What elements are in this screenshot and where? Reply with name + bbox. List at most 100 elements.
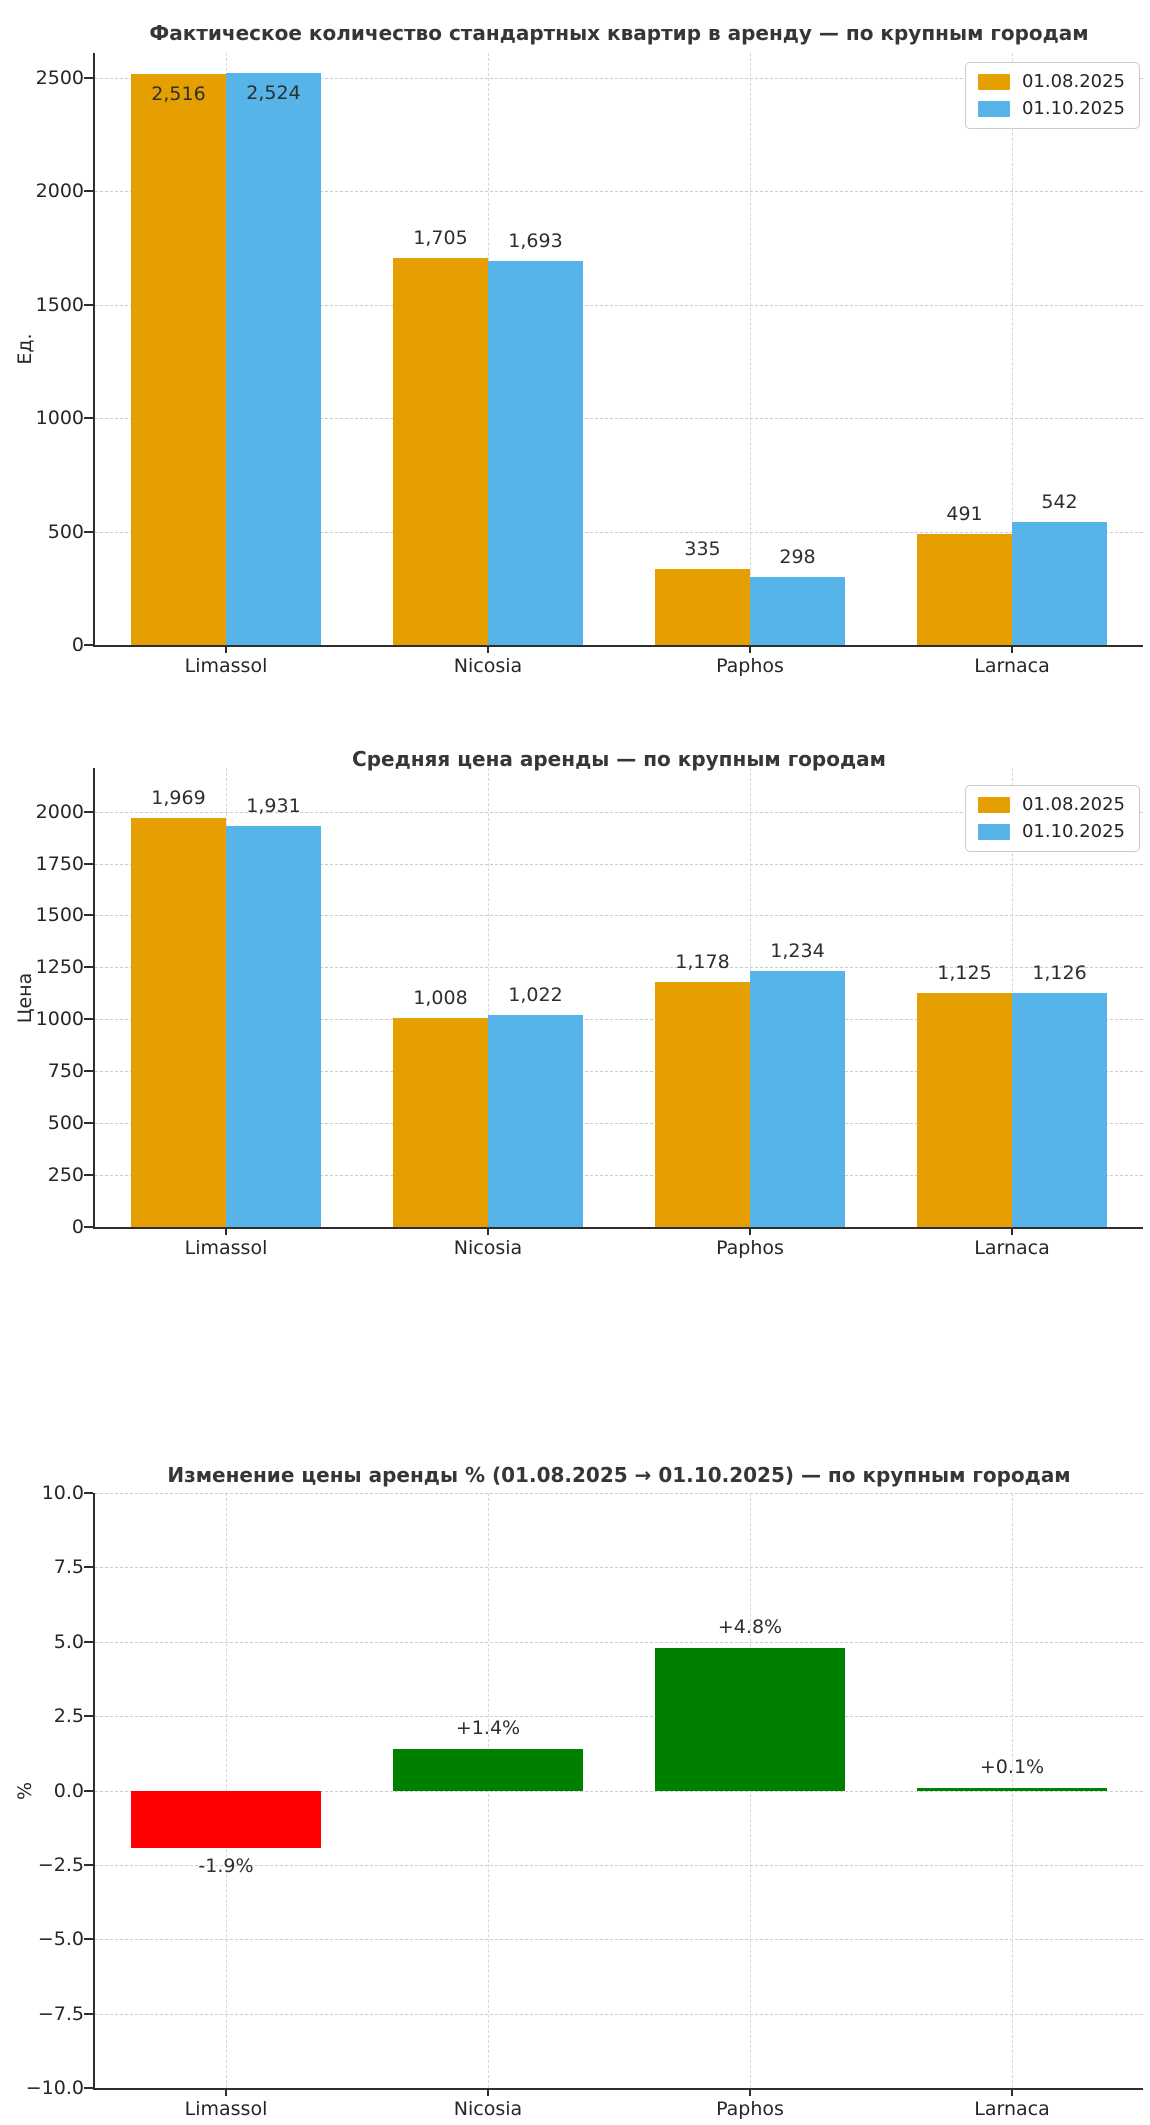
y-tick-mark [84, 303, 93, 306]
x-tick-label: Larnaca [974, 1237, 1050, 1259]
legend-swatch [977, 797, 1010, 813]
gridline-y [95, 811, 1143, 813]
bar-value-label: +4.8% [717, 1615, 783, 1638]
bar-nicosia-aug [393, 258, 488, 645]
x-tick-label: Paphos [716, 2098, 784, 2120]
bar-value-label: 298 [779, 546, 816, 568]
bar-paphos-oct [750, 971, 845, 1227]
x-tick-label: Limassol [184, 1237, 268, 1259]
bar-value-label: 1,126 [1032, 962, 1087, 984]
bar-larnaca-aug [917, 993, 1012, 1227]
gridline-y [95, 1175, 1143, 1177]
y-tick-label: −2.5 [37, 1853, 84, 1876]
y-tick-label: 1250 [35, 956, 84, 979]
y-axis-spine [93, 768, 95, 1229]
bar-value-label: 1,008 [413, 987, 468, 1009]
y-tick-mark [84, 966, 93, 969]
y-tick-mark [84, 1863, 93, 1866]
x-tick-label: Larnaca [974, 655, 1050, 677]
y-tick-label: 0 [71, 634, 84, 656]
gridline-y [95, 77, 1143, 79]
bar-value-label: 1,125 [937, 962, 992, 984]
bar-paphos-change [655, 1647, 845, 1791]
x-tick-mark [749, 1227, 751, 1235]
y-tick-mark [84, 810, 93, 813]
bar-value-label: 1,931 [246, 795, 301, 817]
y-axis-label: Ед. [14, 333, 36, 365]
bar-value-label: 1,693 [508, 230, 563, 252]
plot-area-units: 0 500 1000 1500 2000 2500 Limassol Nicosia Papho… [14, 53, 1143, 677]
y-axis-label: % [14, 1781, 36, 1800]
gridline-y [95, 1716, 1143, 1718]
legend-item: 01.08.2025 [977, 794, 1125, 815]
y-tick-label: 7.5 [53, 1556, 84, 1579]
gridline-y [95, 1864, 1143, 1866]
bar-value-label: 2,516 [151, 83, 206, 105]
bar-value-label: 1,022 [508, 984, 563, 1006]
y-tick-mark [84, 417, 93, 420]
bar-value-label: 2,524 [246, 82, 301, 104]
y-tick-label: 500 [47, 520, 84, 543]
gridline-x [750, 53, 751, 645]
bar-larnaca-change [917, 1787, 1107, 1791]
y-tick-mark [84, 1938, 93, 1941]
bar-value-label: 491 [946, 503, 983, 525]
bar-larnaca-oct [1012, 993, 1107, 1227]
bar-nicosia-oct [488, 261, 583, 645]
y-axis-spine [93, 1493, 95, 2090]
gridline-y [95, 1641, 1143, 1643]
y-tick-mark [84, 862, 93, 865]
y-tick-mark [84, 1789, 93, 1792]
chart-title-price: Средняя цена аренды — по крупным городам [352, 746, 886, 771]
y-tick-label: 2500 [35, 66, 84, 89]
plot-area-change: 10.0 7.5 5.0 2.5 0.0 −2.5 −5.0 −7.5 −10.0 Limasso… [14, 1482, 1143, 2120]
x-tick-mark [225, 2088, 227, 2096]
y-tick-mark [84, 1070, 93, 1073]
y-tick-mark [84, 644, 93, 646]
legend-label: 01.10.2025 [1021, 821, 1125, 842]
legend-swatch [977, 824, 1010, 840]
x-tick-mark [487, 1227, 489, 1235]
x-tick-label: Limassol [184, 655, 268, 677]
x-tick-mark [1011, 645, 1013, 653]
gridline-y [95, 1123, 1143, 1125]
x-tick-mark [487, 645, 489, 653]
y-tick-mark [84, 76, 93, 79]
y-tick-mark [84, 190, 93, 193]
gridline-x [1012, 53, 1013, 645]
legend-label: 01.08.2025 [1021, 71, 1125, 92]
x-axis-spine [93, 1227, 1143, 1229]
legend-swatch [977, 74, 1010, 90]
y-tick-mark [84, 2087, 93, 2089]
bar-value-label: +0.1% [979, 1755, 1045, 1778]
x-tick-label: Larnaca [974, 2098, 1050, 2120]
bar-value-label: 1,969 [151, 787, 206, 809]
gridline-y [95, 191, 1143, 193]
bar-value-label: 1,705 [413, 227, 468, 249]
bar-value-label: 542 [1041, 491, 1078, 513]
gridline-y [95, 418, 1143, 420]
y-tick-label: 10.0 [41, 1482, 84, 1504]
legend-label: 01.08.2025 [1021, 794, 1125, 815]
y-tick-label: 1000 [35, 407, 84, 430]
y-tick-label: 2000 [35, 800, 84, 823]
y-tick-label: 250 [47, 1164, 84, 1187]
gridline-y [95, 531, 1143, 533]
chart-title-units: Фактическое количество стандартных кварт… [149, 20, 1089, 45]
bar-value-label: -1.9% [198, 1854, 254, 1877]
legend-label: 01.10.2025 [1021, 98, 1125, 119]
legend-item: 01.08.2025 [977, 71, 1125, 92]
bar-limassol-oct [226, 826, 321, 1227]
y-tick-mark [84, 1174, 93, 1177]
y-tick-label: 1750 [35, 852, 84, 875]
legend-item: 01.10.2025 [977, 98, 1125, 119]
y-tick-label: 500 [47, 1112, 84, 1135]
x-tick-mark [749, 645, 751, 653]
x-tick-mark [225, 645, 227, 653]
gridline-y [95, 1493, 1143, 1494]
x-tick-label: Paphos [716, 1237, 784, 1259]
y-tick-label: 0 [71, 1216, 84, 1238]
y-tick-mark [84, 1018, 93, 1021]
bar-value-label: 1,178 [675, 951, 730, 973]
